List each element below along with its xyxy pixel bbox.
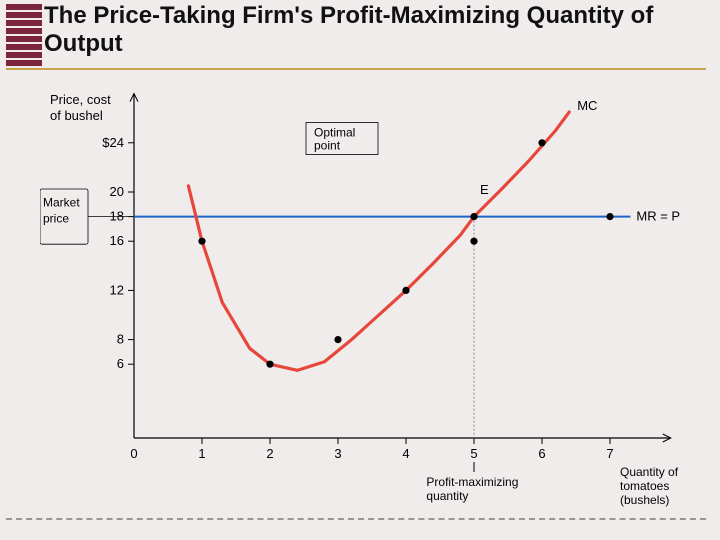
slide-title: The Price-Taking Firm's Profit-Maximizin… <box>44 2 704 58</box>
chart-area: Price, costof bushel6812161820$240123456… <box>40 86 680 516</box>
svg-text:tomatoes: tomatoes <box>620 479 669 493</box>
title-stripes <box>6 4 42 68</box>
svg-text:Market: Market <box>43 195 80 209</box>
svg-text:$24: $24 <box>102 135 124 150</box>
svg-text:MR = P: MR = P <box>636 209 680 224</box>
svg-text:of bushel: of bushel <box>50 108 103 123</box>
svg-text:Quantity of: Quantity of <box>620 465 679 479</box>
svg-text:4: 4 <box>402 446 409 461</box>
svg-text:8: 8 <box>117 332 124 347</box>
svg-text:7: 7 <box>606 446 613 461</box>
svg-text:6: 6 <box>117 356 124 371</box>
svg-text:20: 20 <box>110 184 124 199</box>
svg-text:2: 2 <box>266 446 273 461</box>
svg-text:6: 6 <box>538 446 545 461</box>
svg-text:point: point <box>314 139 341 153</box>
svg-text:12: 12 <box>110 282 124 297</box>
svg-text:Price, cost: Price, cost <box>50 92 111 107</box>
svg-text:quantity: quantity <box>426 489 468 503</box>
svg-text:Profit-maximizing: Profit-maximizing <box>426 475 518 489</box>
svg-text:18: 18 <box>110 209 124 224</box>
svg-text:16: 16 <box>110 233 124 248</box>
svg-text:3: 3 <box>334 446 341 461</box>
svg-text:5: 5 <box>470 446 477 461</box>
svg-text:1: 1 <box>198 446 205 461</box>
svg-text:0: 0 <box>130 446 137 461</box>
svg-text:(bushels): (bushels) <box>620 493 669 507</box>
title-underline <box>6 68 706 70</box>
svg-text:price: price <box>43 211 69 225</box>
svg-text:E: E <box>480 182 489 197</box>
footer-dash <box>6 518 706 520</box>
svg-text:MC: MC <box>577 98 597 113</box>
chart-svg: Price, costof bushel6812161820$240123456… <box>40 86 680 516</box>
svg-text:Optimal: Optimal <box>314 126 355 140</box>
